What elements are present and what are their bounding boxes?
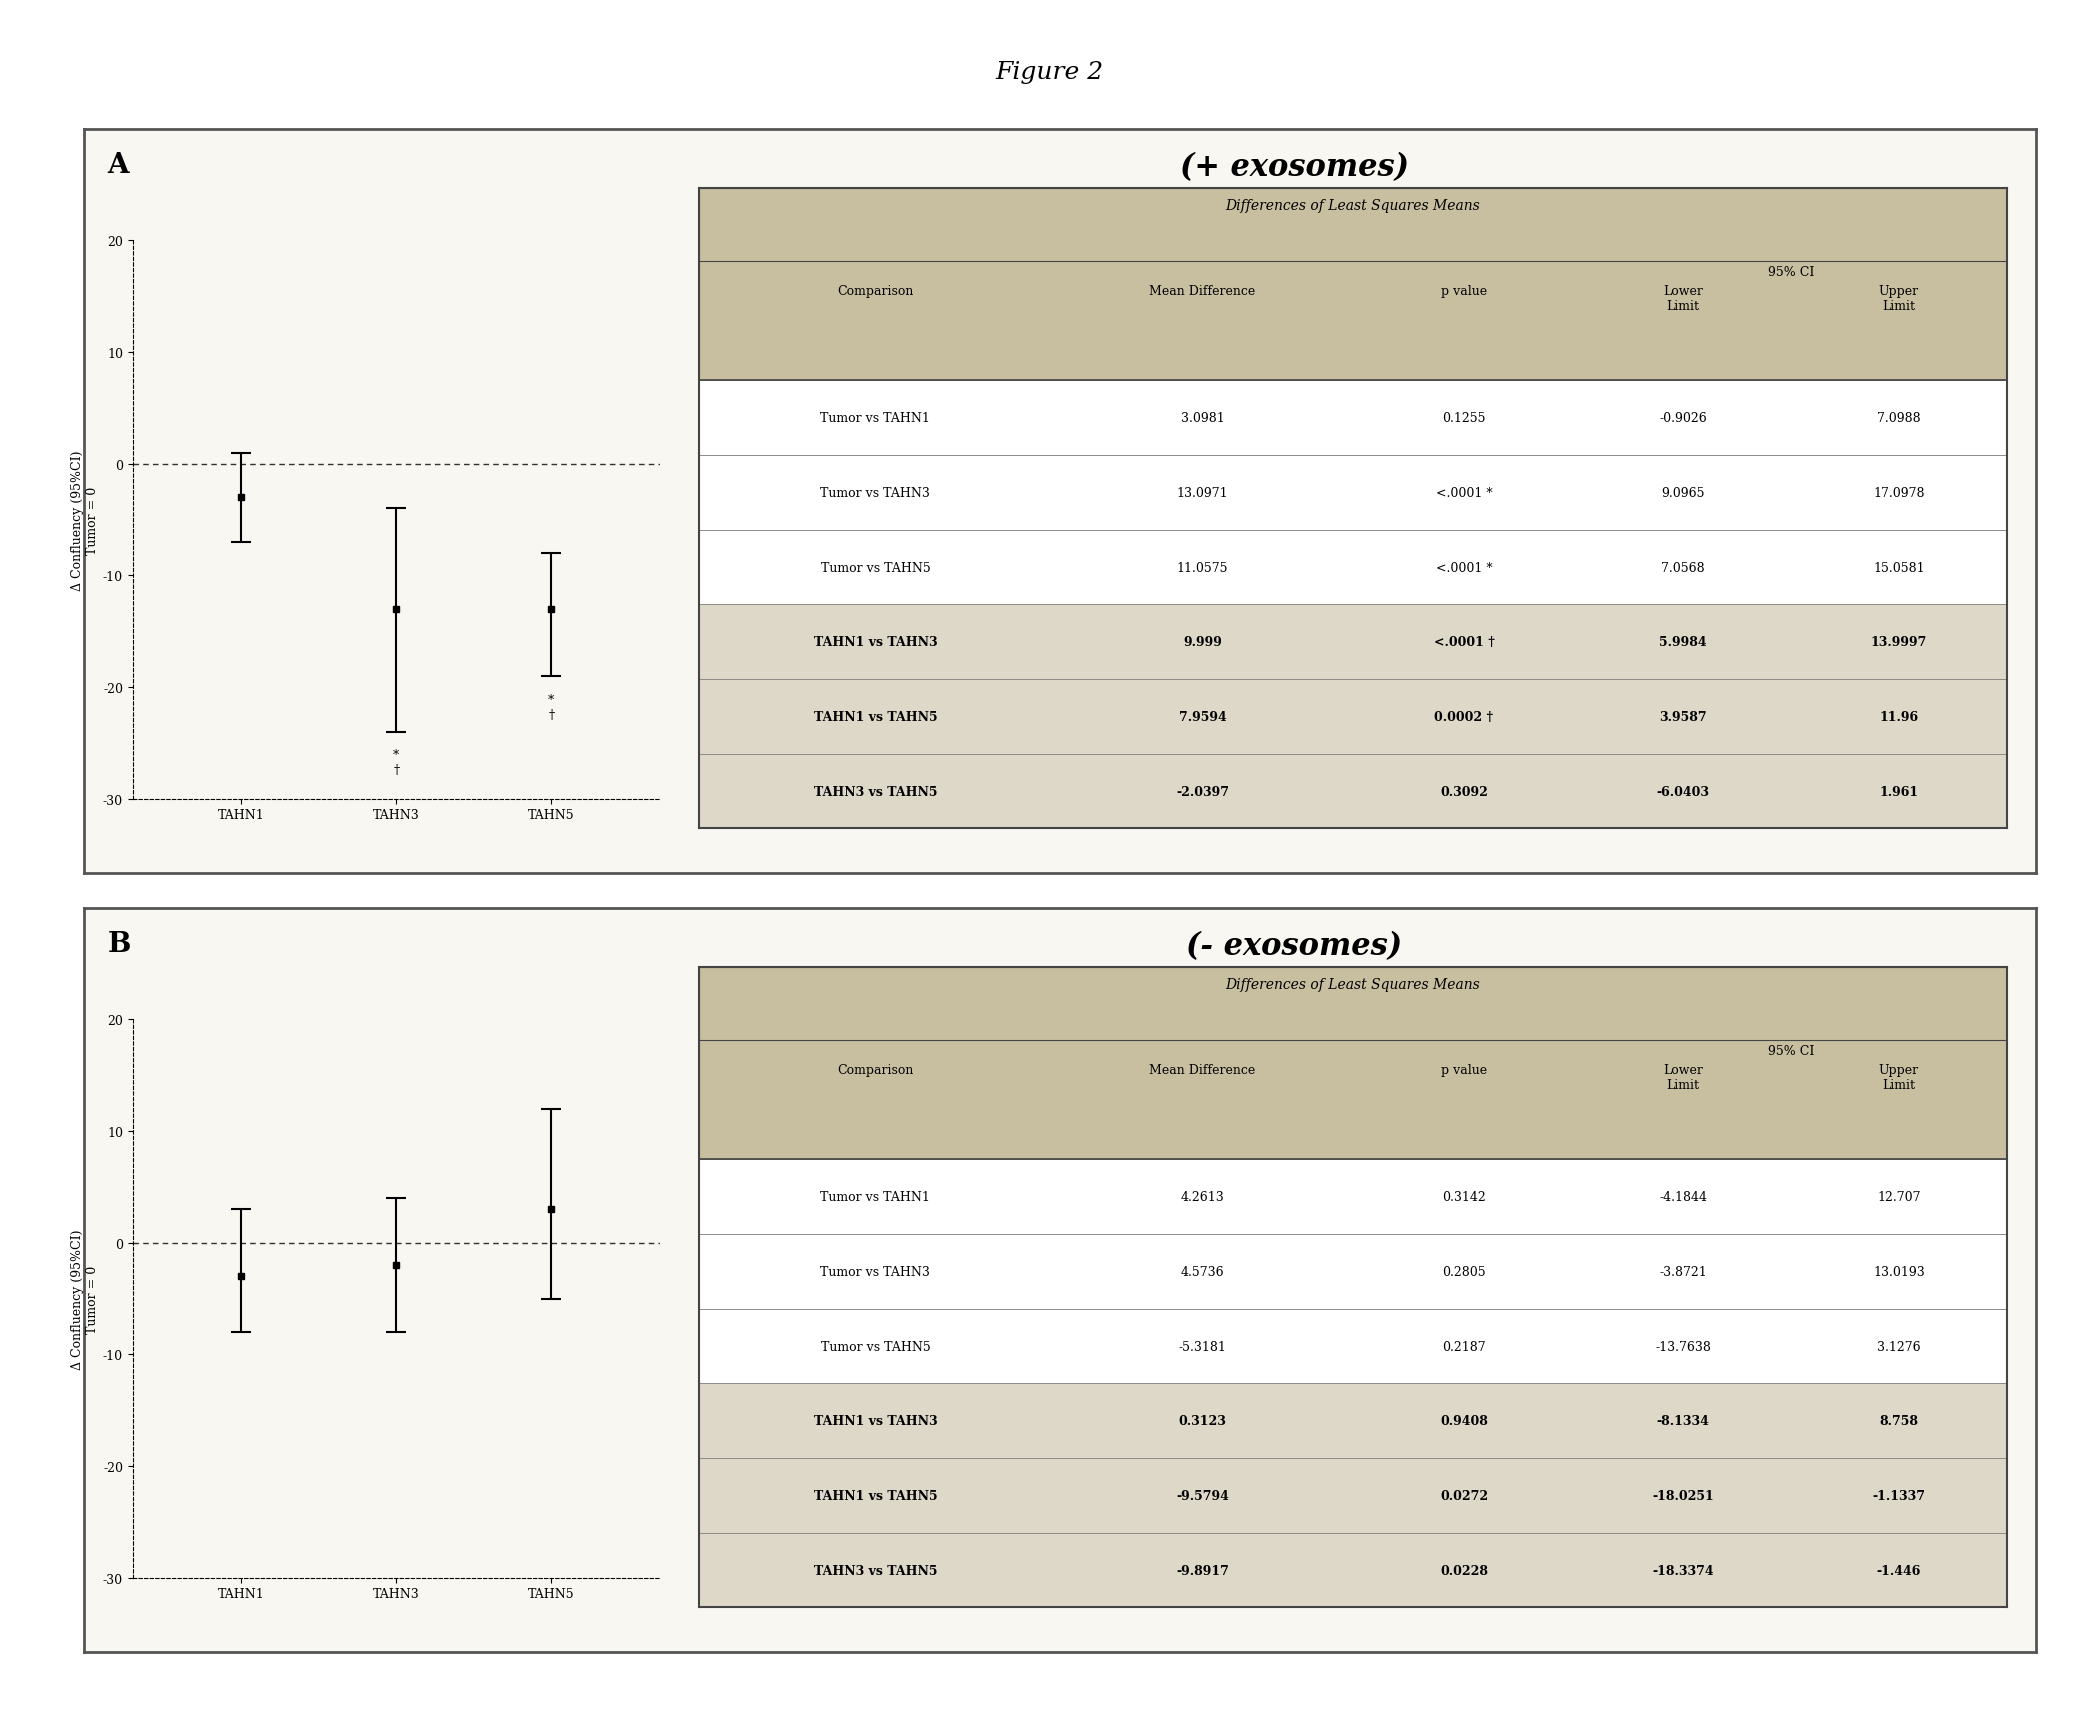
Text: 0.1255: 0.1255 — [1442, 412, 1486, 426]
Text: TAHN1 vs TAHN5: TAHN1 vs TAHN5 — [814, 1490, 938, 1502]
Text: -3.8721: -3.8721 — [1658, 1265, 1706, 1278]
Text: 9.0965: 9.0965 — [1660, 486, 1704, 500]
Bar — [699, 680, 2007, 754]
Text: -0.9026: -0.9026 — [1658, 412, 1706, 426]
Text: 0.3142: 0.3142 — [1442, 1190, 1486, 1204]
Text: (+ exosomes): (+ exosomes) — [1180, 152, 1408, 183]
Text: -4.1844: -4.1844 — [1658, 1190, 1706, 1204]
Text: -9.8917: -9.8917 — [1175, 1564, 1228, 1576]
Y-axis label: Δ Confluency (95%CI)
Tumor = 0: Δ Confluency (95%CI) Tumor = 0 — [71, 1228, 99, 1368]
Text: 3.0981: 3.0981 — [1180, 412, 1224, 426]
Bar — [699, 1233, 2007, 1310]
Text: 3.1276: 3.1276 — [1877, 1339, 1921, 1353]
Text: TAHN1 vs TAHN5: TAHN1 vs TAHN5 — [814, 711, 938, 723]
Text: Differences of Least Squares Means: Differences of Least Squares Means — [1226, 977, 1480, 991]
Bar — [699, 754, 2007, 829]
Text: Tumor vs TAHN3: Tumor vs TAHN3 — [821, 486, 930, 500]
Text: -18.0251: -18.0251 — [1652, 1490, 1715, 1502]
Text: 12.707: 12.707 — [1877, 1190, 1921, 1204]
Bar — [699, 1159, 2007, 1233]
Text: Upper
Limit: Upper Limit — [1879, 1064, 1918, 1092]
Y-axis label: Δ Confluency (95%CI)
Tumor = 0: Δ Confluency (95%CI) Tumor = 0 — [71, 450, 99, 590]
Text: 3.9587: 3.9587 — [1658, 711, 1706, 723]
Text: *
†: * † — [548, 694, 554, 721]
Text: -6.0403: -6.0403 — [1656, 785, 1709, 798]
Text: 11.0575: 11.0575 — [1178, 561, 1228, 574]
Text: 7.0568: 7.0568 — [1660, 561, 1704, 574]
Text: 0.0272: 0.0272 — [1440, 1490, 1488, 1502]
Text: Lower
Limit: Lower Limit — [1662, 1064, 1702, 1092]
Text: 0.3092: 0.3092 — [1440, 785, 1488, 798]
Text: -1.1337: -1.1337 — [1872, 1490, 1925, 1502]
Text: 15.0581: 15.0581 — [1872, 561, 1925, 574]
Text: -18.3374: -18.3374 — [1652, 1564, 1715, 1576]
Bar — [699, 1458, 2007, 1533]
Text: 11.96: 11.96 — [1879, 711, 1918, 723]
Text: Tumor vs TAHN3: Tumor vs TAHN3 — [821, 1265, 930, 1278]
Text: Comparison: Comparison — [838, 285, 913, 298]
Bar — [699, 606, 2007, 680]
Text: 95% CI: 95% CI — [1767, 266, 1814, 279]
Text: 1.961: 1.961 — [1879, 785, 1918, 798]
Text: Tumor vs TAHN1: Tumor vs TAHN1 — [821, 412, 930, 426]
Bar — [699, 1384, 2007, 1458]
Text: Upper
Limit: Upper Limit — [1879, 285, 1918, 313]
Text: p value: p value — [1440, 1064, 1486, 1076]
Bar — [699, 189, 2007, 381]
Text: Tumor vs TAHN5: Tumor vs TAHN5 — [821, 1339, 930, 1353]
Bar — [699, 967, 2007, 1159]
Text: Tumor vs TAHN5: Tumor vs TAHN5 — [821, 561, 930, 574]
Text: <.0001 †: <.0001 † — [1434, 637, 1494, 649]
Text: -9.5794: -9.5794 — [1175, 1490, 1228, 1502]
Text: 0.2187: 0.2187 — [1442, 1339, 1486, 1353]
Text: 13.0971: 13.0971 — [1178, 486, 1228, 500]
Text: 8.758: 8.758 — [1879, 1415, 1918, 1427]
Text: Tumor vs TAHN1: Tumor vs TAHN1 — [821, 1190, 930, 1204]
Text: TAHN3 vs TAHN5: TAHN3 vs TAHN5 — [814, 785, 936, 798]
Text: (- exosomes): (- exosomes) — [1186, 931, 1402, 962]
Bar — [699, 1533, 2007, 1607]
Text: TAHN1 vs TAHN3: TAHN1 vs TAHN3 — [814, 637, 938, 649]
Text: -13.7638: -13.7638 — [1656, 1339, 1711, 1353]
Bar — [699, 1310, 2007, 1384]
Text: <.0001 *: <.0001 * — [1436, 486, 1492, 500]
Text: 4.2613: 4.2613 — [1180, 1190, 1224, 1204]
Text: 7.0988: 7.0988 — [1877, 412, 1921, 426]
Text: TAHN1 vs TAHN3: TAHN1 vs TAHN3 — [814, 1415, 938, 1427]
Text: -2.0397: -2.0397 — [1175, 785, 1228, 798]
Text: <.0001 *: <.0001 * — [1436, 561, 1492, 574]
Text: p value: p value — [1440, 285, 1486, 298]
Text: Comparison: Comparison — [838, 1064, 913, 1076]
Text: 0.2805: 0.2805 — [1442, 1265, 1486, 1278]
Text: 13.0193: 13.0193 — [1872, 1265, 1925, 1278]
Text: Mean Difference: Mean Difference — [1150, 1064, 1255, 1076]
Text: Figure 2: Figure 2 — [995, 61, 1104, 83]
Text: 0.0002 †: 0.0002 † — [1434, 711, 1494, 723]
Text: *
†: * † — [393, 749, 399, 777]
Text: 0.9408: 0.9408 — [1440, 1415, 1488, 1427]
Text: 13.9997: 13.9997 — [1870, 637, 1927, 649]
Text: 0.0228: 0.0228 — [1440, 1564, 1488, 1576]
Text: 7.9594: 7.9594 — [1178, 711, 1226, 723]
Bar — [699, 531, 2007, 606]
Text: -8.1334: -8.1334 — [1656, 1415, 1709, 1427]
Text: 0.3123: 0.3123 — [1178, 1415, 1226, 1427]
Text: 4.5736: 4.5736 — [1180, 1265, 1224, 1278]
Text: 9.999: 9.999 — [1184, 637, 1222, 649]
Text: Lower
Limit: Lower Limit — [1662, 285, 1702, 313]
Bar — [699, 381, 2007, 455]
Bar — [699, 455, 2007, 531]
Text: Mean Difference: Mean Difference — [1150, 285, 1255, 298]
Text: B: B — [107, 931, 130, 957]
Text: TAHN3 vs TAHN5: TAHN3 vs TAHN5 — [814, 1564, 936, 1576]
Text: 95% CI: 95% CI — [1767, 1045, 1814, 1057]
Text: -5.3181: -5.3181 — [1178, 1339, 1226, 1353]
Text: 17.0978: 17.0978 — [1872, 486, 1925, 500]
Text: 5.9984: 5.9984 — [1658, 637, 1706, 649]
Text: Differences of Least Squares Means: Differences of Least Squares Means — [1226, 199, 1480, 213]
Text: -1.446: -1.446 — [1877, 1564, 1921, 1576]
Text: A: A — [107, 152, 128, 178]
